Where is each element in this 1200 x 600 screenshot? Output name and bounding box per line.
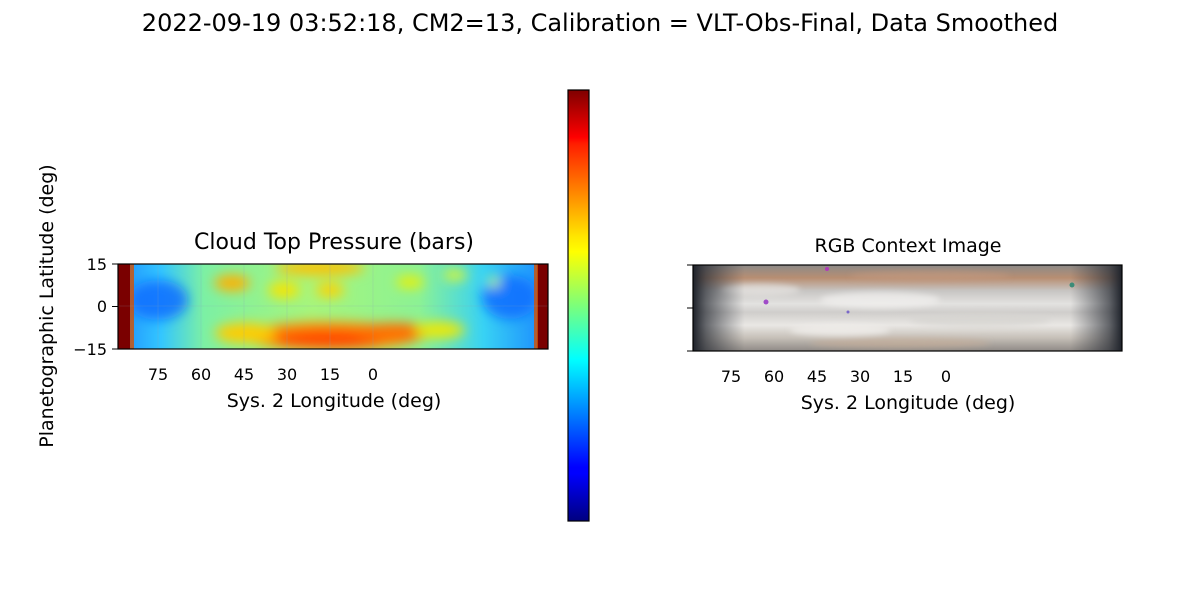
ctp-xtick-30: 30 (277, 365, 297, 384)
rgb-axes: RGB Context Image 75 (687, 235, 1123, 414)
ctp-title: Cloud Top Pressure (bars) (194, 230, 474, 255)
ctp-xtick-75: 75 (148, 365, 168, 384)
ctp-axes: Cloud Top Pressure (bars) (36, 164, 549, 448)
ctp-heatmap (118, 264, 548, 349)
ctp-ytick-15: 15 (87, 255, 107, 274)
ctp-xlabel: Sys. 2 Longitude (deg) (227, 390, 442, 412)
rgb-xtick-0: 0 (941, 367, 951, 386)
rgb-xtick-60: 60 (764, 367, 784, 386)
ctp-xtick-0: 0 (368, 365, 378, 384)
rgb-xtick-75: 75 (721, 367, 741, 386)
ctp-ytick-neg15: −15 (73, 340, 107, 359)
rgb-xtick-45: 45 (807, 367, 827, 386)
colorbar (567, 89, 590, 522)
ctp-xtick-60: 60 (191, 365, 211, 384)
ctp-xtick-45: 45 (234, 365, 254, 384)
ctp-ylabel: Planetographic Latitude (deg) (36, 164, 58, 447)
rgb-xtick-15: 15 (893, 367, 913, 386)
rgb-image (693, 265, 1122, 351)
colorbar-gradient (567, 89, 590, 522)
ctp-ytick-0: 0 (97, 297, 107, 316)
rgb-title: RGB Context Image (815, 235, 1002, 257)
figure-suptitle: 2022-09-19 03:52:18, CM2=13, Calibration… (142, 9, 1058, 37)
ctp-xtick-15: 15 (320, 365, 340, 384)
rgb-xtick-30: 30 (850, 367, 870, 386)
rgb-xlabel: Sys. 2 Longitude (deg) (801, 392, 1016, 414)
